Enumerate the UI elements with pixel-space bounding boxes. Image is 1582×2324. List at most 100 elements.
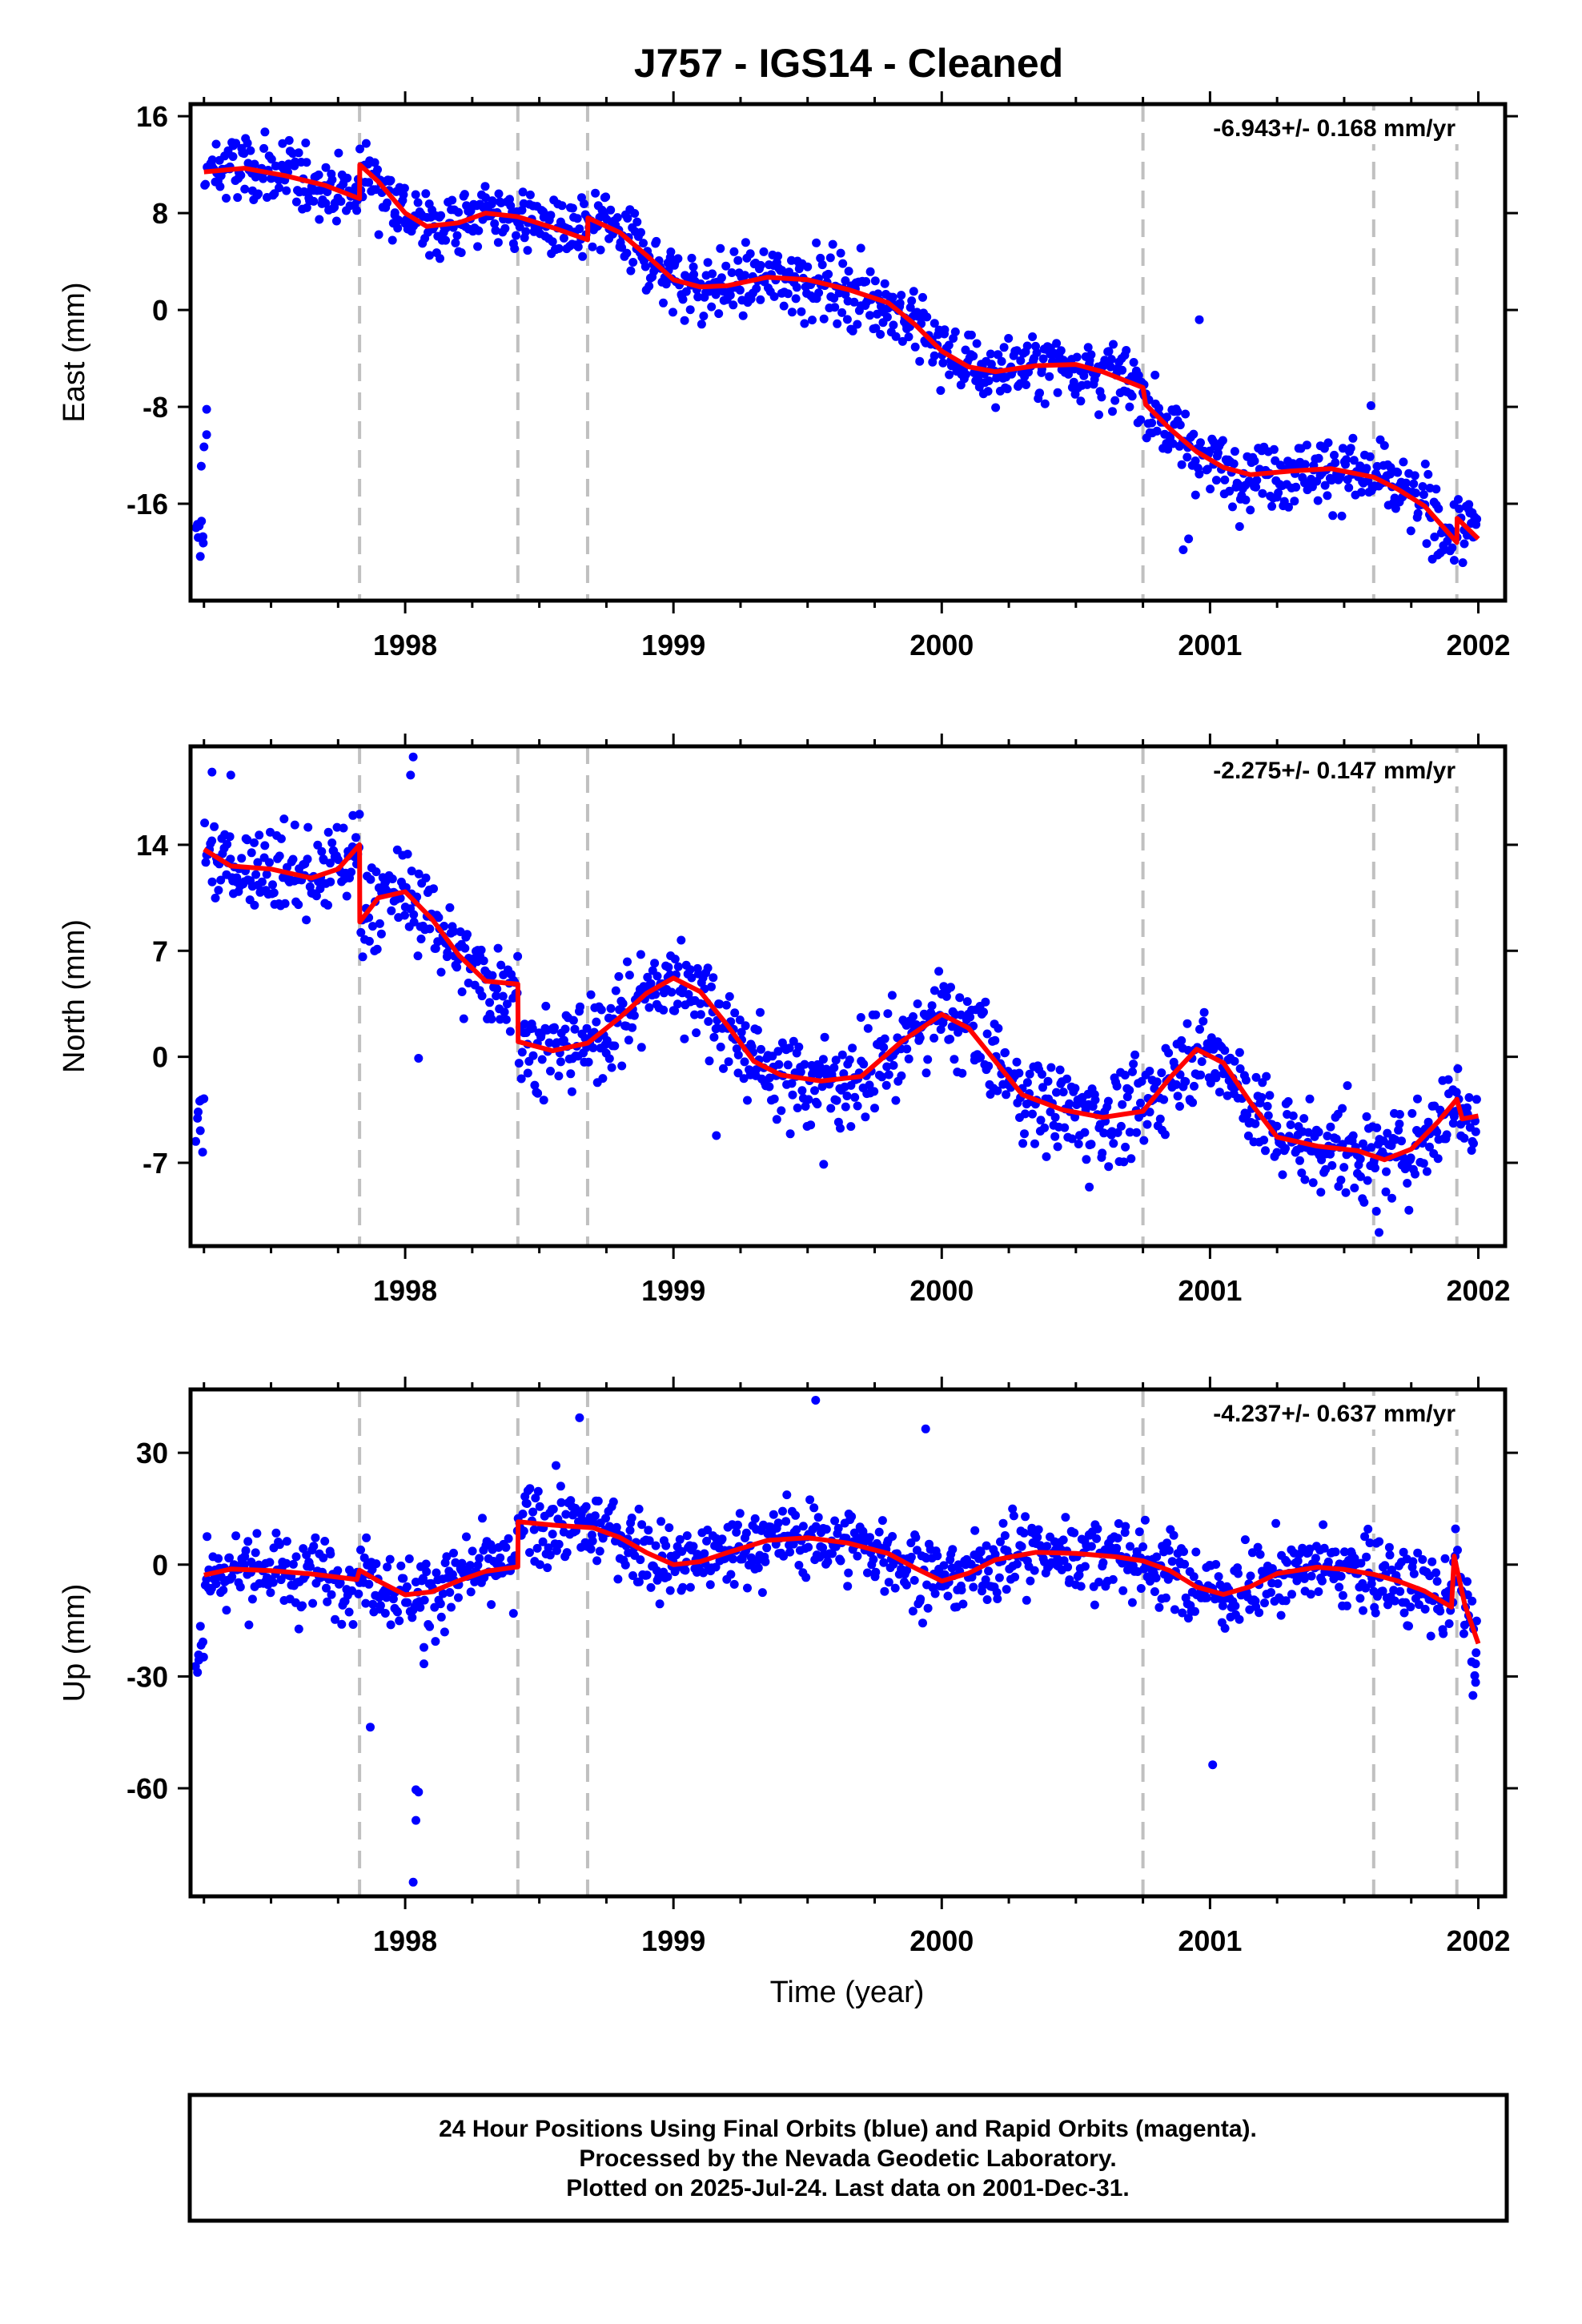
data-point <box>211 139 221 149</box>
data-point <box>1464 500 1474 509</box>
data-point <box>454 207 464 217</box>
data-point <box>804 1542 813 1552</box>
data-point <box>211 893 220 903</box>
data-point <box>531 1494 540 1503</box>
data-point <box>557 201 567 211</box>
data-point <box>853 1101 862 1111</box>
data-point <box>904 1054 913 1063</box>
data-point <box>1316 1188 1326 1197</box>
data-point <box>613 1574 623 1584</box>
data-point <box>1375 1228 1383 1237</box>
data-point <box>798 1522 808 1531</box>
data-point <box>199 532 207 541</box>
data-point <box>729 247 739 256</box>
data-point <box>1206 485 1215 494</box>
data-point <box>1359 1139 1367 1148</box>
data-point <box>501 1015 511 1024</box>
data-point <box>856 243 865 253</box>
data-point <box>699 312 709 321</box>
data-point <box>520 1019 529 1029</box>
data-point <box>323 900 332 910</box>
panel-up: 1998 1999 2000 2001 2002 30 0 -30 -60 Up (mm) -4.2… <box>58 1377 1518 1957</box>
data-point <box>863 1568 872 1578</box>
data-point <box>863 1023 873 1033</box>
data-point <box>202 1574 211 1584</box>
data-point <box>778 1506 787 1516</box>
data-point <box>321 163 331 172</box>
data-point <box>1262 1072 1271 1081</box>
data-point <box>994 350 1003 360</box>
data-point <box>655 1599 665 1609</box>
data-point <box>588 1043 598 1052</box>
data-point <box>830 303 840 312</box>
data-point <box>1440 1554 1450 1563</box>
data-point <box>247 848 256 858</box>
data-point <box>452 231 462 240</box>
data-point <box>356 1545 365 1554</box>
data-point <box>646 1582 656 1592</box>
data-point <box>1112 1543 1122 1553</box>
data-point <box>355 144 364 154</box>
data-point <box>447 1602 456 1612</box>
data-point <box>269 888 279 898</box>
data-point <box>1152 1552 1162 1562</box>
data-point <box>1468 1691 1478 1700</box>
data-point <box>396 1561 406 1570</box>
data-point <box>1067 1134 1077 1144</box>
data-point <box>576 1002 584 1011</box>
data-point <box>518 1510 528 1518</box>
data-point <box>275 1540 284 1550</box>
data-point <box>1341 1188 1351 1197</box>
data-point <box>1393 468 1403 477</box>
data-point <box>203 1532 212 1542</box>
data-point <box>1339 1547 1349 1557</box>
data-point <box>1401 478 1411 488</box>
data-point <box>762 1543 772 1553</box>
data-point <box>1258 489 1267 498</box>
data-point <box>735 285 745 295</box>
data-point <box>1338 1590 1347 1600</box>
data-point <box>612 213 622 223</box>
data-point <box>1252 476 1262 485</box>
data-point <box>195 1126 205 1136</box>
data-point <box>707 982 716 991</box>
data-point <box>620 1560 630 1570</box>
data-point <box>1106 362 1115 372</box>
data-point <box>500 1007 509 1017</box>
data-point <box>1331 1134 1341 1144</box>
data-point <box>756 260 765 270</box>
data-point <box>976 1547 986 1557</box>
data-point <box>299 187 309 196</box>
data-point <box>388 1594 398 1604</box>
data-point <box>838 259 848 268</box>
data-point <box>1082 380 1092 389</box>
data-point <box>195 552 205 561</box>
data-point <box>251 1548 260 1558</box>
data-point <box>386 1620 396 1630</box>
data-point <box>765 1082 774 1092</box>
data-point <box>434 913 444 923</box>
data-point <box>696 1010 705 1019</box>
data-point <box>979 1007 988 1017</box>
data-point <box>874 1527 884 1537</box>
data-point <box>1314 1587 1323 1596</box>
data-point <box>414 869 424 879</box>
data-point <box>1320 480 1330 490</box>
panel-east: 1998 1999 2000 2001 2002 16 8 0 -8 -16 East (mm) -6… <box>58 91 1518 661</box>
data-point <box>1423 469 1433 479</box>
data-point <box>1362 464 1371 473</box>
data-point <box>689 262 698 271</box>
data-point <box>634 1577 644 1586</box>
data-point <box>451 238 460 247</box>
data-point <box>831 1055 841 1065</box>
data-point <box>678 295 688 304</box>
data-point <box>829 1063 839 1072</box>
data-point <box>516 1074 526 1084</box>
data-point <box>1397 1136 1406 1146</box>
data-point <box>332 822 342 832</box>
data-point <box>833 1523 843 1533</box>
data-point <box>1196 438 1205 448</box>
y-tick-label: 8 <box>152 197 168 230</box>
x-tick-label: 1998 <box>373 1924 437 1957</box>
data-point <box>327 175 337 184</box>
